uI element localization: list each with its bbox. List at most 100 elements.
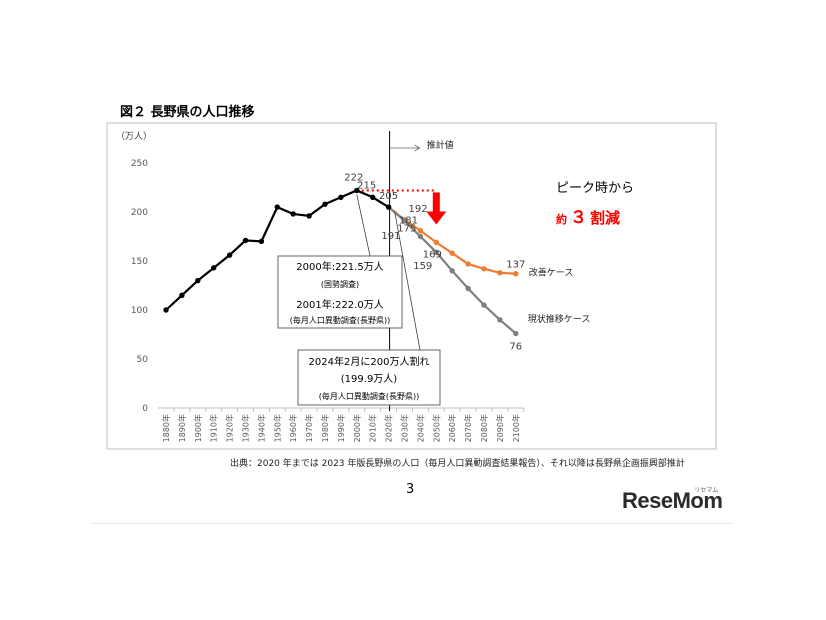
- annotation-text: (毎月人口異動調査(長野県)): [319, 391, 419, 401]
- data-point-current: [481, 302, 487, 308]
- y-axis-ticks: 0 50 100 150 200 250: [131, 159, 148, 414]
- page-number: 3: [406, 482, 415, 497]
- data-point-improved: [465, 261, 471, 267]
- x-tick-label: 1920年: [225, 414, 235, 442]
- data-label: 175: [397, 224, 416, 235]
- annotation-text: (毎月人口異動調査(長野県)): [290, 315, 390, 325]
- data-point-actual: [195, 277, 201, 284]
- y-tick-label: 250: [131, 159, 148, 169]
- chart-frame: [106, 122, 717, 450]
- annotation-leader-line: [394, 211, 421, 351]
- y-tick-label: 100: [131, 306, 148, 316]
- annotation-box: [297, 349, 441, 406]
- data-point-current: [513, 330, 519, 337]
- data-point-current: [401, 218, 408, 224]
- x-tick-label: 1940年: [256, 414, 266, 442]
- x-tick-label: 2040年: [415, 414, 425, 442]
- figure-title: 図２ 長野県の人口推移: [120, 104, 255, 120]
- x-tick-label: 1960年: [288, 414, 298, 442]
- data-point-actual: [370, 194, 376, 200]
- y-tick-label: 50: [137, 355, 149, 365]
- annotation-text: 2024年2月に200万人割れ: [309, 355, 430, 368]
- data-point-current: [497, 317, 503, 323]
- source-note: 出典：2020 年までは 2023 年版長野県の人口（毎月人口異動調査結果報告）…: [230, 459, 685, 469]
- annotation-box: [277, 255, 403, 329]
- footer-divider: [92, 523, 732, 524]
- data-label: 137: [506, 260, 525, 271]
- data-point-actual: [322, 201, 328, 207]
- peak-callout: ピーク時から 約 ３ 割減: [556, 181, 634, 228]
- down-arrow-icon: [426, 211, 447, 225]
- data-point-current: [433, 249, 439, 255]
- logo-subtext: リセマム: [694, 488, 719, 494]
- peak-comparison: [356, 189, 447, 225]
- data-label: 192: [409, 204, 428, 215]
- logo-text: ReseMom: [622, 488, 723, 513]
- data-point-current: [449, 268, 455, 274]
- x-tick-label: 2000年: [352, 414, 362, 442]
- peak-callout-line2: 約 ３ 割減: [556, 208, 620, 228]
- x-tick-label: 1900年: [193, 414, 203, 442]
- x-tick-label: 2080年: [479, 414, 489, 442]
- x-tick-label: 2020年: [384, 414, 394, 442]
- data-point-actual: [211, 265, 217, 271]
- x-tick-label: 1880年: [161, 414, 171, 442]
- x-tick-label: 1930年: [241, 414, 251, 442]
- data-point-actual: [306, 213, 312, 219]
- data-point-improved: [497, 270, 503, 276]
- data-point-actual: [290, 211, 296, 217]
- data-point-actual: [226, 252, 233, 258]
- decrease-arrow-shaft: [432, 192, 440, 213]
- annotation-leader-line: [356, 194, 371, 257]
- data-point-current: [465, 285, 471, 292]
- series-label-improved: 改善ケース: [529, 267, 574, 279]
- data-point-improved: [513, 271, 519, 277]
- data-label: 169: [423, 249, 442, 260]
- x-axis-ticks: 1880年 1890年 1900年 1910年 1920年 1930年 1940年 1950年…: [161, 408, 525, 442]
- data-point-actual: [274, 204, 280, 210]
- x-tick-label: 1980年: [320, 414, 330, 442]
- data-point-improved: [417, 227, 424, 234]
- resemom-logo[interactable]: ReseMom リセマム: [622, 488, 723, 514]
- series-layer: [163, 187, 519, 337]
- x-tick-label: 1990年: [336, 414, 346, 442]
- x-tick-label: 2030年: [400, 414, 410, 442]
- data-point-improved: [481, 266, 487, 272]
- x-tick-label: 2010年: [368, 414, 378, 442]
- peak-callout-prefix: 約: [556, 212, 567, 226]
- data-label: 205: [379, 191, 398, 202]
- data-label: 222: [344, 172, 363, 183]
- x-tick-label: 2050年: [431, 414, 441, 442]
- x-tick-label: 2100年: [511, 414, 521, 442]
- x-tick-label: 2090年: [495, 414, 505, 442]
- y-tick-label: 200: [131, 208, 148, 218]
- data-label: 215: [357, 180, 376, 191]
- peak-callout-line1: ピーク時から: [556, 181, 634, 196]
- annotation-boxes: 2000年:221.5万人 (国勢調査) 2001年:222.0万人 (毎月人口異動調…: [277, 194, 441, 406]
- y-axis-unit-label: （万人）: [116, 131, 152, 142]
- data-label: 181: [399, 216, 418, 227]
- peak-callout-suffix: 割減: [590, 209, 620, 227]
- x-tick-label: 2070年: [463, 414, 473, 442]
- data-label: 191: [381, 231, 400, 242]
- data-point-improved: [433, 239, 439, 246]
- data-point-current: [417, 233, 424, 240]
- x-tick-label: 1890年: [177, 414, 187, 442]
- y-tick-label: 0: [142, 404, 148, 414]
- annotation-text: (199.9万人): [341, 373, 398, 385]
- y-tick-label: 150: [131, 257, 148, 267]
- data-point-actual: [242, 237, 249, 244]
- data-label: 159: [413, 261, 432, 272]
- series-label-current: 現状推移ケース: [528, 313, 591, 325]
- x-tick-label: 1910年: [209, 414, 219, 442]
- data-point-actual: [338, 194, 344, 200]
- estimate-arrow-icon: [414, 144, 421, 152]
- data-point-improved: [449, 250, 455, 256]
- data-point-actual: [385, 204, 392, 210]
- x-tick-label: 1950年: [272, 414, 282, 442]
- annotation-text: 2001年:222.0万人: [296, 298, 383, 311]
- annotation-text: (国勢調査): [321, 279, 359, 289]
- annotation-text: 2000年:221.5万人: [296, 260, 383, 273]
